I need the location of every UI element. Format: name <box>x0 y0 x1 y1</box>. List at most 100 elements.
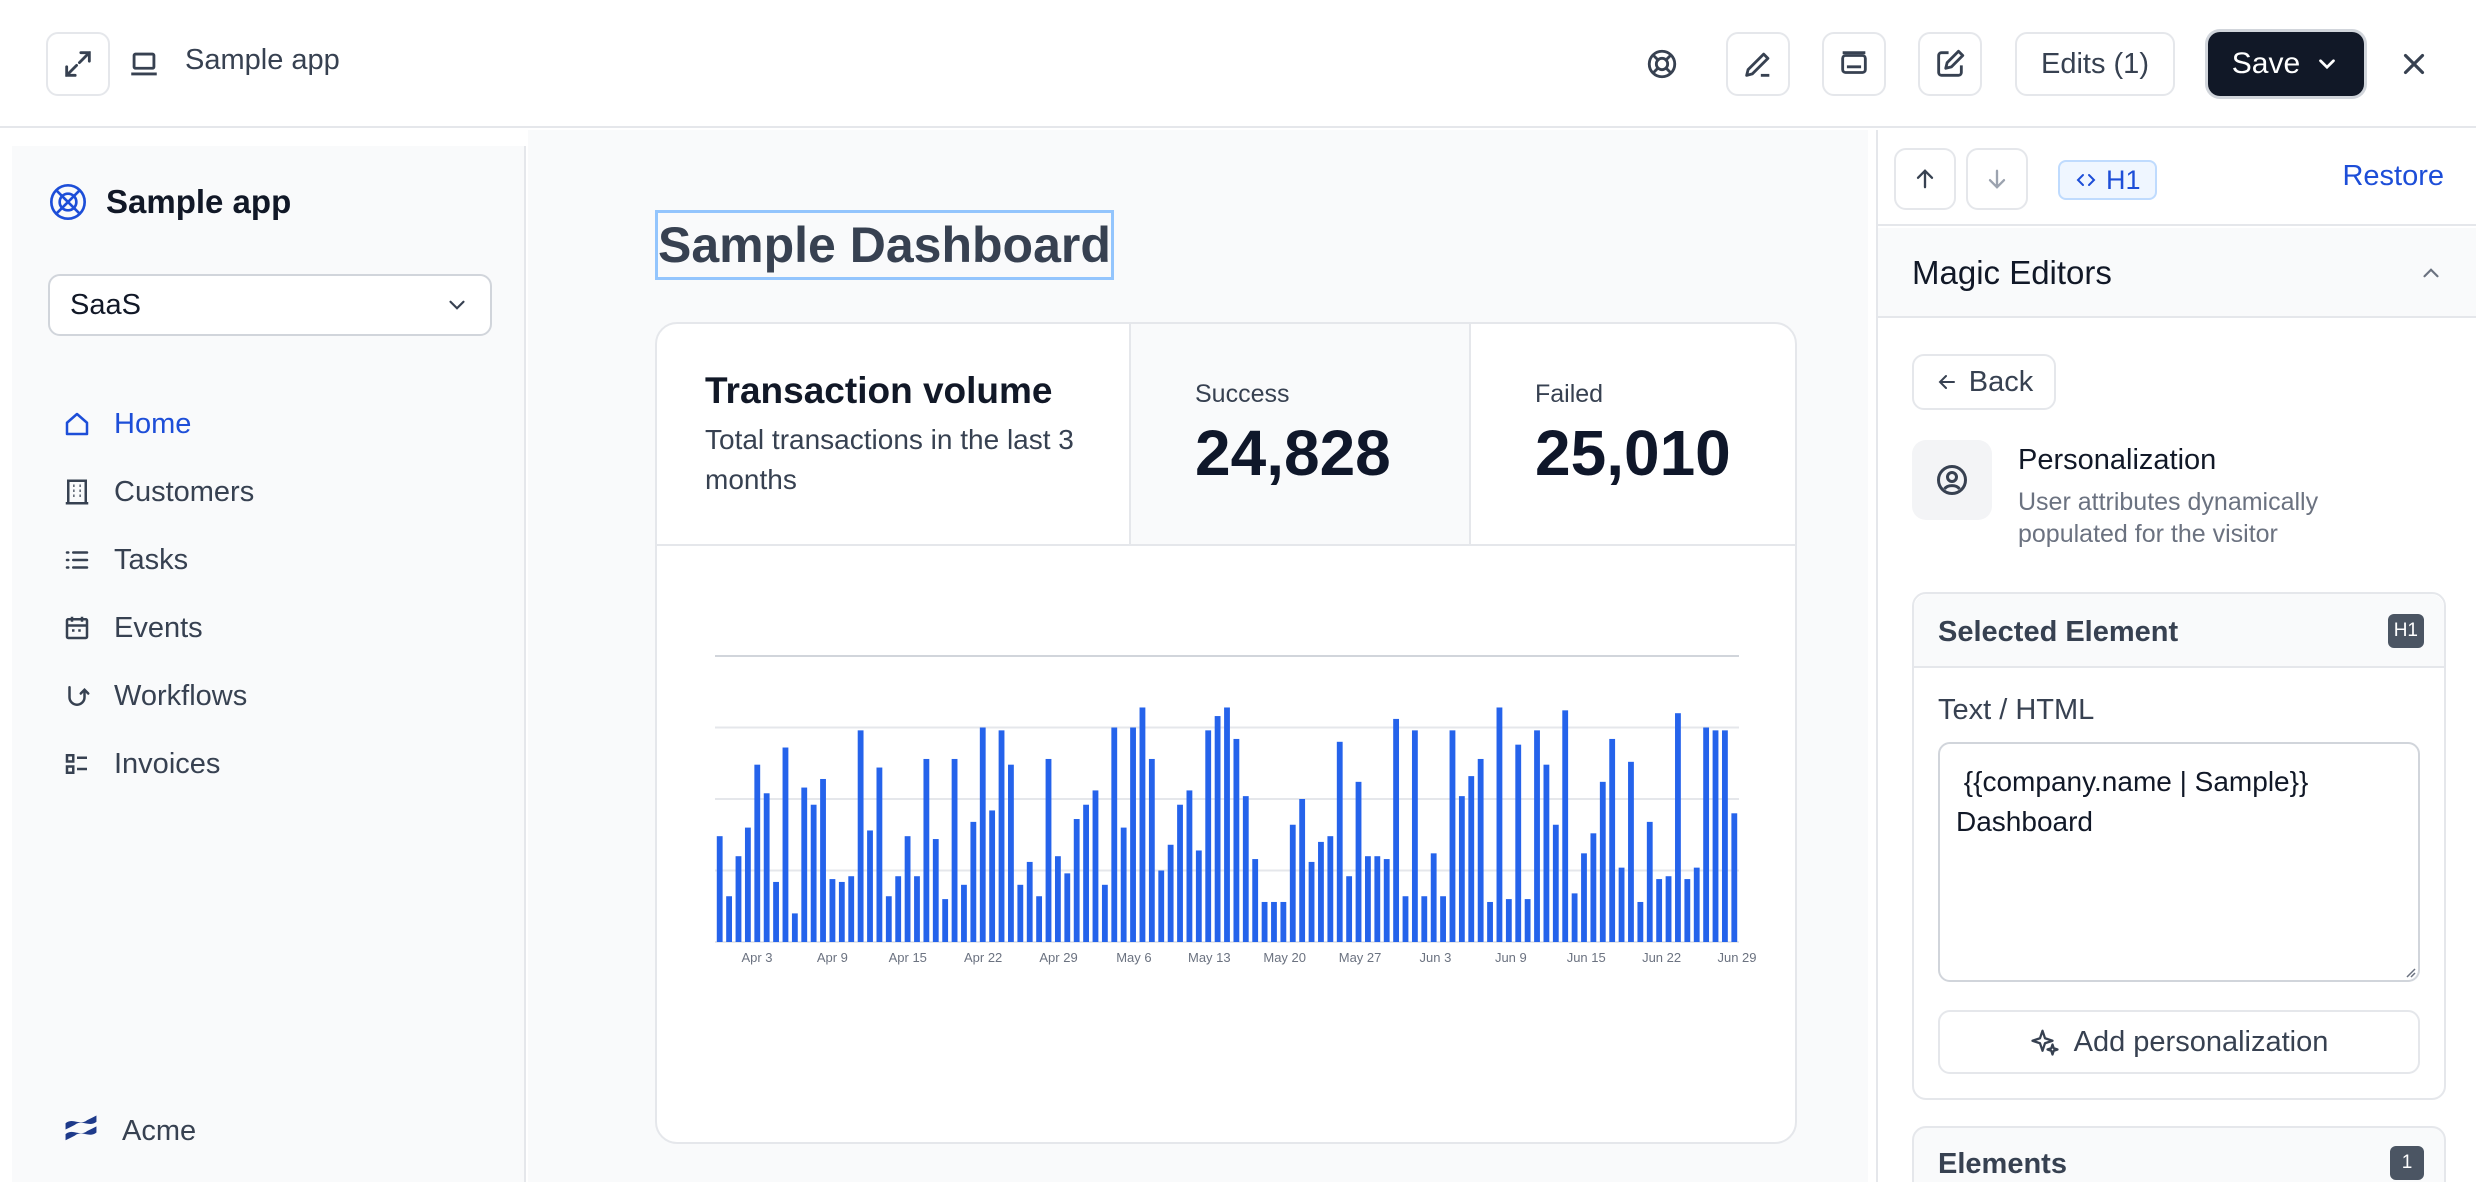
chart-bar[interactable] <box>1599 781 1606 942</box>
chart-bar[interactable] <box>754 764 761 942</box>
chart-bar[interactable] <box>998 730 1005 942</box>
chart-bar[interactable] <box>1477 758 1484 942</box>
chart-bar[interactable] <box>763 793 770 942</box>
elements-section[interactable]: Elements 1 <box>1912 1126 2446 1182</box>
chart-bar[interactable] <box>1590 833 1597 942</box>
chart-bar[interactable] <box>1383 859 1390 942</box>
chart-bar[interactable] <box>1693 867 1700 942</box>
chart-bar[interactable] <box>1195 850 1202 942</box>
sidebar-item-events[interactable]: Events <box>48 594 498 662</box>
chart-bar[interactable] <box>979 727 986 943</box>
chart-bar[interactable] <box>1355 781 1362 942</box>
chart-bar[interactable] <box>1543 764 1550 942</box>
chart-bar[interactable] <box>1374 856 1381 942</box>
chart-bar[interactable] <box>1271 901 1277 942</box>
chart-bar[interactable] <box>970 821 977 942</box>
chart-bar[interactable] <box>1721 730 1728 942</box>
chart-bar[interactable] <box>1327 836 1334 942</box>
expand-button[interactable] <box>46 32 110 96</box>
chart-bar[interactable] <box>1712 730 1719 942</box>
sidebar-item-home[interactable]: Home <box>48 390 498 458</box>
chart-bar[interactable] <box>867 830 873 942</box>
chart-bar[interactable] <box>1308 861 1315 942</box>
chart-bar[interactable] <box>1318 841 1324 942</box>
chart-bar[interactable] <box>773 881 779 942</box>
layout-button[interactable] <box>1822 32 1886 96</box>
chart-bar[interactable] <box>1421 896 1428 942</box>
chart-bar[interactable] <box>1430 853 1437 942</box>
chart-bar[interactable] <box>1628 761 1634 942</box>
brand[interactable]: Sample app <box>48 182 291 222</box>
save-button[interactable]: Save <box>2208 32 2364 96</box>
text-html-input[interactable] <box>1938 742 2420 982</box>
chart-bar[interactable] <box>1120 827 1127 942</box>
restore-link[interactable]: Restore <box>2342 160 2444 192</box>
chart-bar[interactable] <box>726 896 733 942</box>
chart-bar[interactable] <box>1130 727 1136 943</box>
chart-bar[interactable] <box>1177 804 1183 942</box>
chart-bar[interactable] <box>857 730 864 942</box>
chart-bar[interactable] <box>1675 713 1681 942</box>
org-switcher[interactable]: Acme <box>62 1114 196 1148</box>
chart-bar[interactable] <box>1515 744 1522 942</box>
chart-bar[interactable] <box>1665 876 1672 942</box>
chart-bar[interactable] <box>1289 824 1296 942</box>
help-button[interactable] <box>1630 32 1694 96</box>
chart-bar[interactable] <box>1224 707 1230 942</box>
sidebar-item-workflows[interactable]: Workflows <box>48 662 498 730</box>
chart-bar[interactable] <box>820 778 826 942</box>
chart-bar[interactable] <box>1411 730 1418 942</box>
chart-bar[interactable] <box>1064 873 1071 942</box>
move-down-button[interactable] <box>1966 148 2028 210</box>
sidebar-item-invoices[interactable]: Invoices <box>48 730 498 798</box>
resize-handle-icon[interactable] <box>2404 966 2416 978</box>
chart-bar[interactable] <box>838 881 845 942</box>
chart-bar[interactable] <box>1336 741 1343 942</box>
chart-bar[interactable] <box>885 896 892 942</box>
chart-bar[interactable] <box>1534 730 1540 942</box>
chart-bar[interactable] <box>1440 896 1446 942</box>
chart-bar[interactable] <box>1449 730 1456 942</box>
chart-bar[interactable] <box>791 913 798 942</box>
failed-stat[interactable]: Failed 25,010 <box>1469 324 1795 544</box>
chart-bar[interactable] <box>1008 764 1014 942</box>
chart-bar[interactable] <box>951 758 958 942</box>
close-button[interactable] <box>2394 32 2434 96</box>
chart-bar[interactable] <box>1252 859 1259 942</box>
chart-bar[interactable] <box>1261 901 1268 942</box>
chart-bar[interactable] <box>1167 844 1174 942</box>
chart-bar[interactable] <box>876 767 883 942</box>
chart-bar[interactable] <box>1731 813 1738 942</box>
chart-bar[interactable] <box>1083 804 1089 942</box>
chart-bar[interactable] <box>914 876 920 942</box>
back-button[interactable]: Back <box>1912 354 2056 410</box>
chart-bar[interactable] <box>716 836 723 942</box>
chart-bar[interactable] <box>1073 819 1080 942</box>
chart-bar[interactable] <box>1552 824 1559 942</box>
chart-bar[interactable] <box>1101 884 1108 942</box>
workspace-select[interactable]: SaaS <box>48 274 492 336</box>
chart-bar[interactable] <box>1496 707 1503 942</box>
chart-bar[interactable] <box>1233 738 1240 942</box>
chart-bar[interactable] <box>1581 853 1587 942</box>
magic-editors-header[interactable]: Magic Editors <box>1878 228 2476 318</box>
chart-bar[interactable] <box>810 804 817 942</box>
success-stat[interactable]: Success 24,828 <box>1129 324 1469 544</box>
chart-bar[interactable] <box>1609 738 1616 942</box>
chart-bar[interactable] <box>1458 796 1465 942</box>
chart-bar[interactable] <box>1139 707 1146 942</box>
chart-bar[interactable] <box>829 879 836 942</box>
move-up-button[interactable] <box>1894 148 1956 210</box>
chart-bar[interactable] <box>1242 796 1249 942</box>
chart-bar[interactable] <box>1092 790 1099 942</box>
chart-bar[interactable] <box>1637 901 1644 942</box>
chart-bar[interactable] <box>1393 718 1400 942</box>
chart-bar[interactable] <box>989 810 996 942</box>
chart-bar[interactable] <box>1045 758 1052 942</box>
chart-bar[interactable] <box>1402 896 1409 942</box>
chart-bar[interactable] <box>1054 856 1061 942</box>
chart-bar[interactable] <box>1158 870 1165 943</box>
chart-bar[interactable] <box>848 876 855 942</box>
chart-bar[interactable] <box>1487 901 1493 942</box>
chart-bar[interactable] <box>1205 730 1212 942</box>
